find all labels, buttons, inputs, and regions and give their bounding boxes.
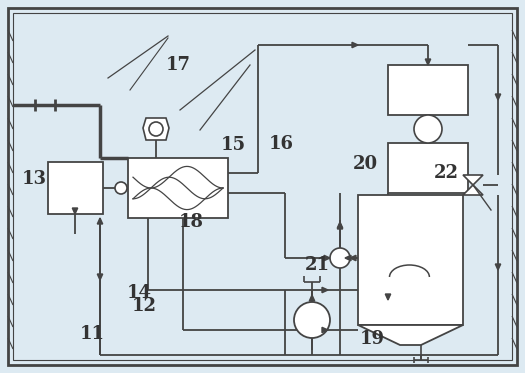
Bar <box>128 158 228 218</box>
Text: 15: 15 <box>221 137 246 154</box>
Circle shape <box>414 115 442 143</box>
Text: 11: 11 <box>79 325 104 343</box>
Polygon shape <box>97 218 103 224</box>
Polygon shape <box>345 255 351 261</box>
Polygon shape <box>495 264 501 270</box>
Text: 19: 19 <box>360 330 385 348</box>
Bar <box>388 143 468 193</box>
Circle shape <box>294 302 330 338</box>
Polygon shape <box>324 255 330 261</box>
Text: 18: 18 <box>179 213 204 231</box>
Polygon shape <box>352 42 358 48</box>
Polygon shape <box>309 295 314 301</box>
Circle shape <box>149 122 163 136</box>
Polygon shape <box>425 59 430 65</box>
Polygon shape <box>385 294 391 300</box>
Bar <box>388 65 468 115</box>
Text: 13: 13 <box>22 170 47 188</box>
Polygon shape <box>143 118 169 140</box>
Polygon shape <box>322 327 328 333</box>
Polygon shape <box>337 222 343 228</box>
Polygon shape <box>322 287 328 293</box>
Text: 21: 21 <box>305 256 330 274</box>
Polygon shape <box>463 175 483 185</box>
Text: 14: 14 <box>127 284 152 302</box>
Text: 22: 22 <box>434 164 459 182</box>
Polygon shape <box>72 208 78 214</box>
Text: 17: 17 <box>166 56 191 74</box>
Circle shape <box>115 182 127 194</box>
Circle shape <box>330 248 350 268</box>
Polygon shape <box>358 325 463 345</box>
Text: 20: 20 <box>352 155 377 173</box>
Polygon shape <box>495 94 501 100</box>
Bar <box>48 162 103 214</box>
Polygon shape <box>350 255 356 261</box>
Text: 12: 12 <box>132 297 157 315</box>
Polygon shape <box>463 185 483 195</box>
Bar <box>358 195 463 325</box>
Polygon shape <box>337 223 343 229</box>
Text: 16: 16 <box>268 135 293 153</box>
Polygon shape <box>97 274 103 280</box>
